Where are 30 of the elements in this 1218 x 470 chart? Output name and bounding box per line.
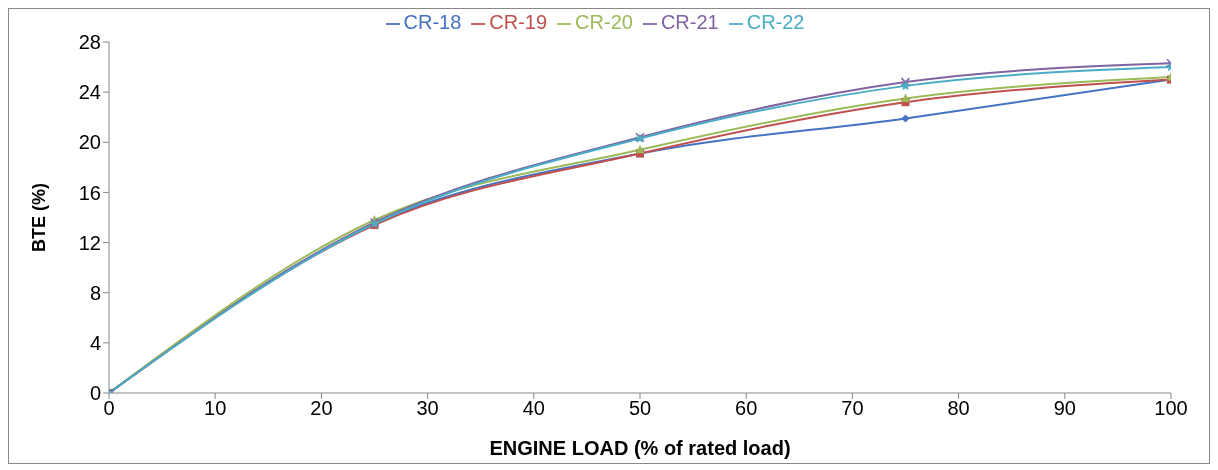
x-tick-label: 100	[1154, 397, 1188, 420]
legend-label: CR-21	[660, 11, 719, 33]
x-tick-label: 50	[628, 397, 652, 420]
point	[901, 114, 910, 123]
x-tick-label: 60	[735, 397, 758, 420]
y-tick-label: 20	[78, 131, 101, 154]
point	[900, 80, 911, 91]
x-axis-title: ENGINE LOAD (% of rated load)	[489, 437, 791, 459]
y-tick-label: 16	[78, 181, 101, 204]
x-tick-label: 0	[103, 397, 115, 420]
x-tick-label: 10	[204, 397, 227, 420]
point	[900, 77, 911, 87]
legend-label: CR-18	[403, 11, 462, 33]
legend-label: CR-20	[575, 11, 633, 33]
y-tick-label: 8	[89, 281, 101, 304]
point	[901, 93, 910, 102]
legend-label: CR-22	[746, 11, 805, 33]
y-tick-label: 28	[78, 31, 101, 54]
x-tick-label: 20	[310, 397, 333, 420]
y-tick-label: 4	[89, 331, 101, 354]
y-tick-label: 12	[78, 231, 101, 254]
x-tick-label: 70	[841, 397, 864, 420]
legend-label: CR-19	[489, 11, 548, 33]
x-tick-label: 40	[522, 397, 545, 420]
x-tick-label: 80	[947, 397, 970, 420]
y-axis-title: BTE (%)	[29, 183, 50, 252]
x-tick-label: 90	[1053, 397, 1076, 420]
x-tick-label: 30	[416, 397, 439, 420]
y-tick-label: 24	[78, 81, 101, 104]
y-tick-label: 0	[89, 382, 101, 405]
